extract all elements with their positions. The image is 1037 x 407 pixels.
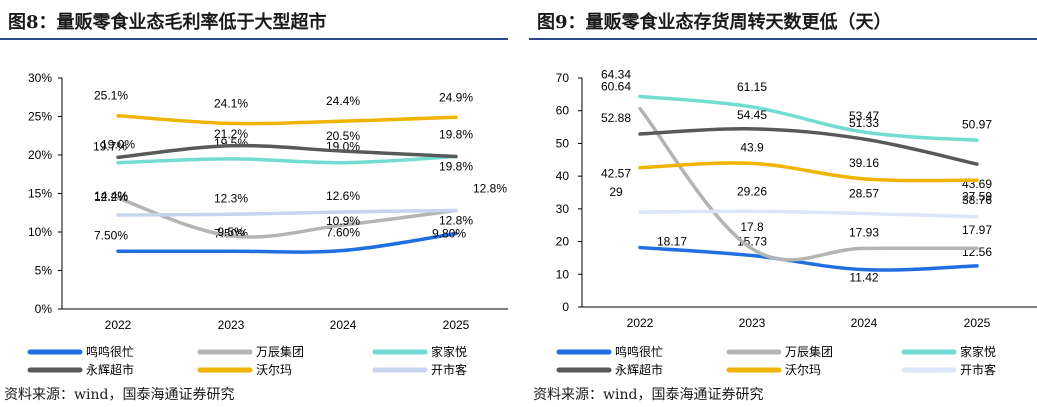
data-label: 28.57 [849, 187, 879, 201]
data-label: 61.15 [737, 80, 767, 94]
data-label: 42.57 [601, 167, 631, 181]
y-tick-label: 50 [556, 136, 570, 150]
data-label: 17.97 [962, 223, 992, 237]
series-line-2 [638, 94, 979, 143]
title-rule [0, 38, 508, 40]
data-label: 29 [609, 185, 623, 199]
data-label: 50.97 [962, 117, 992, 131]
data-label: 20.5% [326, 129, 360, 143]
legend-label: 万辰集团 [256, 344, 304, 359]
y-tick-label: 70 [556, 71, 570, 85]
data-label: 24.4% [326, 94, 360, 108]
x-tick-label: 2023 [218, 318, 245, 332]
x-tick-label: 2024 [330, 318, 357, 332]
legend-label: 鸣鸣很忙 [615, 344, 663, 359]
data-label: 21.2% [214, 127, 248, 141]
series-line-1 [638, 106, 979, 262]
data-label: 17.93 [849, 225, 879, 239]
data-label: 9.5% [217, 225, 245, 239]
series-line-0 [116, 231, 458, 254]
data-label: 7.60% [326, 225, 360, 239]
data-label: 60.64 [601, 80, 631, 94]
data-label: 12.6% [326, 189, 360, 203]
gross-margin-chart: 0% 5% 10% 15% 20% 25% 30% 2022 2023 2024 2025 7.50%… [27, 71, 508, 377]
y-tick-label: 20% [28, 148, 52, 162]
series-line-5 [638, 209, 979, 219]
chart-title: 图9：量贩零食业态存货周转天数更低（天） [537, 12, 892, 33]
legend-label: 沃尔玛 [785, 362, 821, 377]
series-line-4 [638, 161, 979, 183]
data-label: 18.17 [657, 235, 687, 249]
data-label: 52.88 [601, 111, 631, 125]
y-tick-label: 10% [28, 225, 52, 239]
data-label: 25.1% [94, 89, 128, 103]
data-label: 19.0% [101, 138, 135, 152]
data-label: 29.26 [737, 184, 767, 198]
data-label: 54.45 [737, 108, 767, 122]
data-label: 24.9% [439, 90, 473, 104]
x-tick-label: 2023 [739, 316, 766, 330]
data-label: 12.8% [473, 181, 507, 195]
y-tick-label: 60 [556, 104, 570, 118]
data-label: 51.33 [849, 116, 879, 130]
data-label: 11.42 [849, 271, 878, 285]
chart-source: 资料来源：wind，国泰海通证券研究 [533, 387, 764, 403]
legend-label: 永辉超市 [86, 362, 134, 377]
data-label: 64.34 [601, 68, 631, 82]
legend-label: 鸣鸣很忙 [86, 344, 134, 359]
legend-label: 开市客 [431, 362, 467, 377]
y-tick-label: 10 [556, 267, 570, 281]
y-tick-label: 20 [556, 235, 570, 249]
data-label: 39.16 [849, 156, 879, 170]
y-tick-label: 0% [35, 302, 53, 316]
chart-title: 图8：量贩零食业态毛利率低于大型超市 [8, 12, 327, 33]
data-label: 14.4% [94, 189, 128, 203]
data-label: 7.50% [94, 228, 128, 242]
legend-label: 开市客 [960, 362, 996, 377]
legend-label: 万辰集团 [785, 344, 833, 359]
data-label: 19.7% [93, 139, 127, 153]
y-tick-label: 30 [556, 202, 570, 216]
data-label: 43.9 [740, 140, 764, 154]
y-tick-label: 5% [35, 264, 53, 278]
y-tick-label: 0 [562, 300, 569, 314]
data-label: 38.76 [962, 193, 992, 207]
chart-panel-gross-margin: 图8：量贩零食业态毛利率低于大型超市 0% 5% 10% 15% 20% 25% 30% 20… [0, 0, 508, 407]
y-tick-label: 40 [556, 169, 570, 183]
data-label: 19.8% [439, 160, 473, 174]
legend-label: 沃尔玛 [256, 362, 292, 377]
series-line-3 [116, 143, 458, 160]
y-tick-label: 30% [28, 71, 52, 85]
x-tick-label: 2022 [627, 316, 654, 330]
y-tick-label: 25% [28, 110, 52, 124]
data-label: 12.8% [439, 213, 473, 227]
x-tick-label: 2025 [964, 316, 991, 330]
legend-label: 永辉超市 [615, 362, 663, 377]
x-tick-label: 2024 [851, 316, 878, 330]
data-label: 12.2% [94, 190, 128, 204]
title-rule [529, 38, 1037, 40]
legend-label: 家家悦 [431, 344, 467, 359]
x-tick-label: 2025 [443, 318, 470, 332]
series-line-5 [116, 208, 458, 217]
series-line-1 [116, 196, 458, 239]
data-label: 12.3% [214, 191, 248, 205]
data-label: 9.80% [432, 227, 466, 241]
data-label: 27.59 [962, 190, 992, 204]
data-label: 17.8 [740, 220, 764, 234]
series-line-4 [116, 113, 458, 126]
legend-label: 家家悦 [960, 344, 996, 359]
chart-panel-inventory-days: 图9：量贩零食业态存货周转天数更低（天） 0 10 20 30 40 50 60 70 2022… [529, 0, 1037, 407]
data-label: 24.1% [214, 96, 248, 110]
data-label: 19.8% [439, 128, 473, 142]
series-line-2 [116, 154, 458, 165]
data-label: 10.9% [326, 214, 360, 228]
series-line-3 [638, 127, 979, 166]
y-tick-label: 15% [28, 187, 52, 201]
x-tick-label: 2022 [105, 318, 132, 332]
series-line-0 [638, 245, 979, 272]
chart-source: 资料来源：wind，国泰海通证券研究 [4, 387, 235, 403]
data-label: 53.47 [849, 109, 879, 123]
